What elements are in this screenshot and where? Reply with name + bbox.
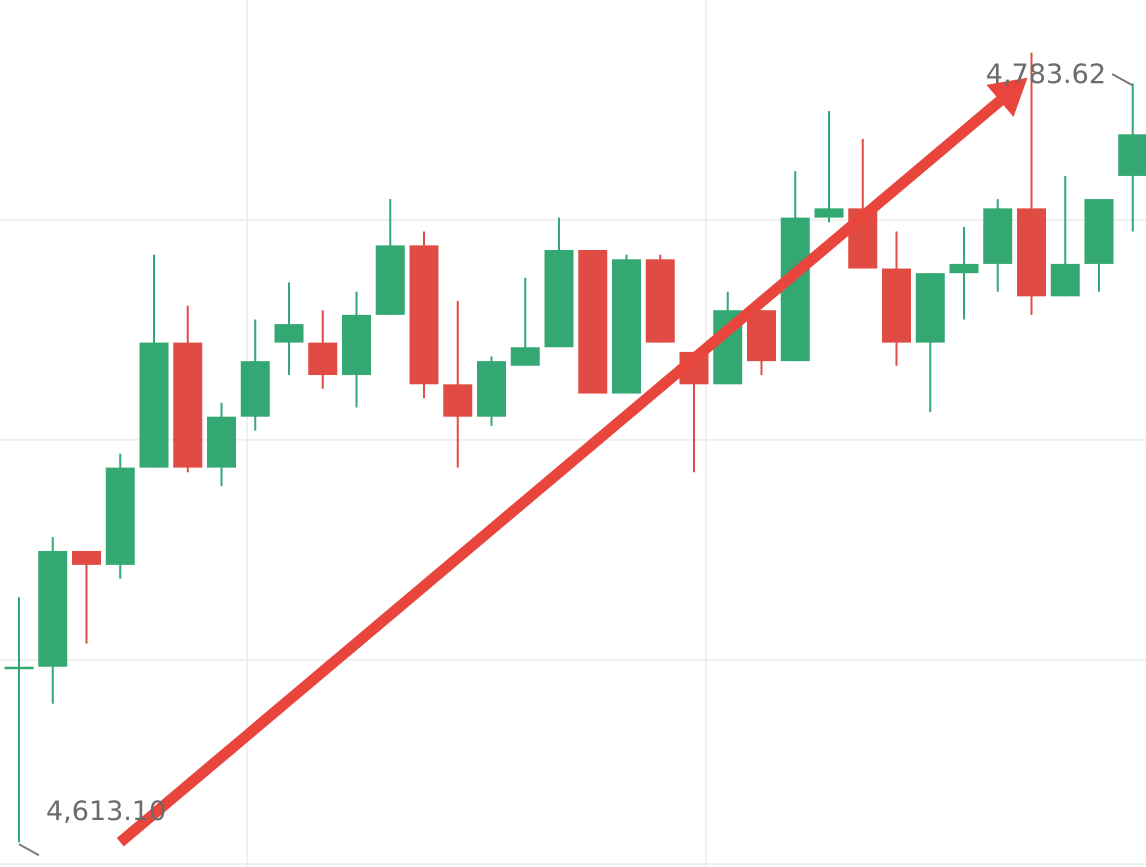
candle-body	[612, 259, 641, 394]
candle-body	[544, 250, 574, 348]
candle-body	[4, 666, 34, 670]
candle-0	[4, 597, 34, 843]
candle-14	[477, 356, 506, 426]
candles	[4, 52, 1146, 843]
candle-19	[645, 254, 675, 343]
candle-body	[38, 550, 68, 667]
candle-26	[882, 231, 911, 366]
candle-32	[1084, 199, 1114, 292]
candle-13	[443, 300, 473, 468]
candle-body	[173, 342, 203, 468]
candle-31	[1050, 175, 1080, 297]
candle-29	[983, 199, 1013, 292]
trend-arrow	[116, 77, 1028, 847]
candle-body	[207, 416, 236, 468]
candle-2	[72, 550, 101, 644]
candle-33	[1118, 83, 1146, 232]
candle-16	[544, 217, 574, 348]
candle-7	[240, 319, 270, 431]
candle-body	[1017, 208, 1046, 297]
candle-body	[780, 217, 810, 362]
price-annotations: 4,783.62 4,613.10	[18, 59, 1133, 857]
candle-body	[949, 263, 979, 274]
trend-arrow-head	[986, 77, 1028, 117]
candle-body	[477, 361, 506, 417]
candle-body	[983, 208, 1013, 264]
candle-4	[139, 254, 169, 468]
candle-body	[308, 342, 338, 376]
candle-body	[72, 550, 101, 565]
candle-23	[780, 171, 810, 362]
candle-body	[240, 361, 270, 417]
candle-12	[409, 231, 439, 399]
candle-6	[207, 402, 236, 487]
candle-body	[274, 324, 304, 343]
high-price-label: 4,783.62	[986, 59, 1106, 90]
low-leader-line	[18, 843, 40, 857]
candle-15	[510, 277, 540, 366]
candle-body	[645, 259, 675, 343]
low-price-label: 4,613.10	[46, 796, 166, 827]
candle-body	[915, 273, 945, 343]
candle-22	[747, 310, 776, 376]
candle-30	[1017, 52, 1046, 315]
trend-arrow-shaft	[116, 96, 1004, 847]
candle-body	[578, 250, 608, 394]
candle-9	[308, 310, 338, 389]
high-leader-line	[1111, 73, 1133, 86]
candle-body	[443, 384, 473, 417]
candle-body	[814, 208, 844, 218]
candle-body	[1118, 134, 1146, 176]
candle-body	[747, 310, 776, 362]
candle-body	[1084, 199, 1114, 264]
candle-10	[342, 291, 371, 408]
candle-8	[274, 282, 304, 376]
candle-body	[105, 467, 135, 565]
candle-body	[375, 245, 405, 315]
candle-18	[612, 254, 641, 394]
candle-11	[375, 199, 405, 315]
candle-body	[342, 314, 371, 376]
candle-body	[882, 268, 911, 343]
candle-1	[38, 537, 68, 704]
candle-27	[915, 273, 945, 413]
candle-body	[409, 245, 439, 385]
candle-3	[105, 453, 135, 579]
candle-body	[139, 342, 169, 468]
candle-17	[578, 250, 608, 394]
candle-28	[949, 226, 979, 320]
candle-5	[173, 305, 203, 473]
candle-24	[814, 111, 844, 223]
candle-body	[1050, 263, 1080, 297]
candle-body	[510, 347, 540, 366]
